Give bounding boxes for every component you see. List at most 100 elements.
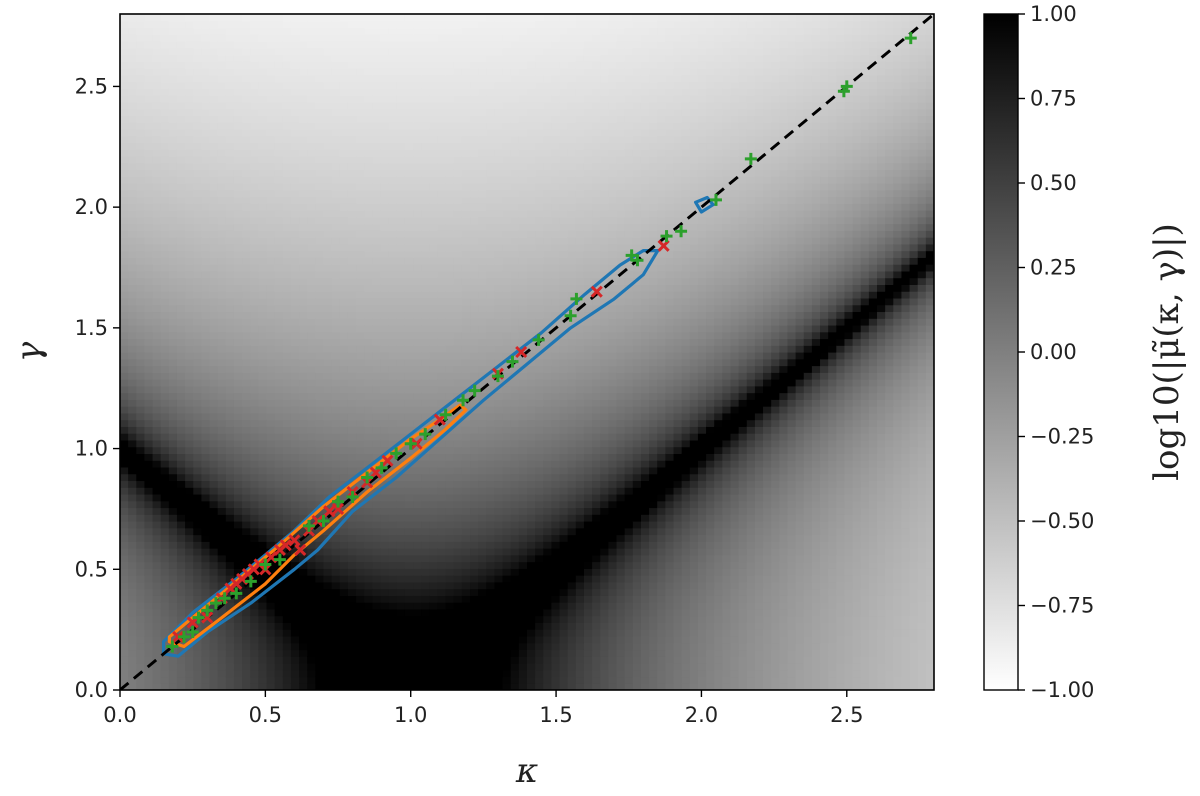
- heatmap-cell: [478, 230, 487, 238]
- heatmap-cell: [120, 135, 129, 144]
- heatmap-cell: [233, 352, 243, 360]
- heatmap-cell: [217, 284, 227, 292]
- heatmap-cell: [331, 142, 341, 150]
- heatmap-cell: [339, 588, 349, 596]
- heatmap-cell: [364, 277, 373, 285]
- heatmap-cell: [502, 264, 512, 272]
- heatmap-cell: [323, 331, 333, 340]
- heatmap-cell: [494, 14, 504, 22]
- heatmap-cell: [136, 169, 146, 177]
- heatmap-cell: [128, 176, 137, 184]
- heatmap-cell: [250, 656, 259, 664]
- heatmap-cell: [258, 426, 268, 434]
- heatmap-cell: [160, 176, 170, 184]
- heatmap-cell: [266, 473, 276, 482]
- heatmap-cell: [331, 41, 341, 49]
- heatmap-cell: [299, 426, 308, 434]
- heatmap-cell: [128, 608, 137, 617]
- heatmap-cell: [339, 473, 349, 482]
- heatmap-cell: [233, 115, 243, 123]
- heatmap-cell: [168, 14, 178, 22]
- heatmap-cell: [176, 446, 186, 454]
- heatmap-cell: [502, 27, 512, 35]
- heatmap-cell: [315, 264, 325, 272]
- heatmap-cell: [413, 318, 422, 326]
- heatmap-cell: [233, 412, 243, 421]
- heatmap-cell: [136, 14, 146, 22]
- heatmap-cell: [209, 88, 219, 96]
- heatmap-cell: [225, 453, 235, 461]
- heatmap-cell: [282, 433, 292, 441]
- heatmap-cell: [144, 101, 154, 110]
- heatmap-cell: [307, 352, 316, 360]
- heatmap-cell: [445, 439, 455, 448]
- heatmap-cell: [518, 203, 528, 211]
- heatmap-cell: [266, 250, 276, 258]
- heatmap-cell: [510, 54, 520, 62]
- heatmap-cell: [233, 189, 243, 198]
- heatmap-cell: [413, 169, 422, 177]
- heatmap-cell: [242, 662, 251, 671]
- heatmap-cell: [380, 270, 390, 279]
- heatmap-cell: [233, 615, 243, 623]
- heatmap-cell: [470, 622, 479, 630]
- heatmap-cell: [518, 318, 528, 326]
- heatmap-cell: [331, 521, 341, 529]
- heatmap-cell: [201, 27, 211, 35]
- heatmap-cell: [274, 20, 284, 29]
- heatmap-cell: [168, 460, 178, 468]
- heatmap-cell: [510, 534, 520, 542]
- heatmap-cell: [404, 480, 414, 488]
- heatmap-cell: [413, 649, 422, 657]
- heatmap-cell: [233, 683, 243, 690]
- heatmap-cell: [404, 358, 414, 367]
- heatmap-cell: [266, 352, 276, 360]
- heatmap-cell: [429, 352, 439, 360]
- heatmap-cell: [323, 426, 333, 434]
- heatmap-cell: [470, 656, 479, 664]
- heatmap-cell: [250, 61, 259, 69]
- heatmap-cell: [470, 588, 479, 596]
- heatmap-cell: [486, 480, 496, 488]
- heatmap-cell: [470, 183, 479, 191]
- heatmap-cell: [209, 575, 219, 583]
- heatmap-cell: [510, 223, 520, 231]
- heatmap-cell: [502, 561, 512, 569]
- heatmap-cell: [413, 68, 422, 76]
- heatmap-cell: [486, 635, 496, 644]
- heatmap-cell: [290, 649, 300, 657]
- heatmap-cell: [315, 257, 325, 265]
- heatmap-cell: [120, 487, 129, 495]
- heatmap-cell: [388, 541, 398, 549]
- heatmap-cell: [152, 128, 162, 137]
- heatmap-cell: [461, 176, 471, 184]
- heatmap-cell: [128, 534, 137, 542]
- heatmap-cell: [510, 142, 520, 150]
- heatmap-cell: [372, 514, 382, 522]
- heatmap-cell: [461, 135, 471, 144]
- heatmap-cell: [470, 243, 479, 252]
- heatmap-cell: [470, 365, 479, 373]
- heatmap-cell: [413, 20, 422, 29]
- heatmap-cell: [404, 541, 414, 549]
- heatmap-cell: [168, 311, 178, 319]
- heatmap-cell: [396, 669, 406, 678]
- heatmap-cell: [225, 561, 235, 569]
- heatmap-cell: [388, 183, 398, 191]
- heatmap-cell: [429, 473, 439, 482]
- heatmap-cell: [128, 291, 137, 299]
- heatmap-cell: [429, 176, 439, 184]
- heatmap-cell: [160, 548, 170, 556]
- heatmap-cell: [274, 250, 284, 258]
- heatmap-cell: [160, 554, 170, 563]
- heatmap-cell: [282, 629, 292, 637]
- heatmap-cell: [510, 81, 520, 89]
- heatmap-cell: [201, 149, 211, 157]
- heatmap-cell: [396, 311, 406, 319]
- heatmap-cell: [413, 250, 422, 258]
- heatmap-cell: [176, 27, 186, 35]
- heatmap-cell: [136, 74, 146, 83]
- heatmap-cell: [494, 493, 504, 502]
- heatmap-cell: [404, 615, 414, 623]
- heatmap-cell: [478, 642, 487, 651]
